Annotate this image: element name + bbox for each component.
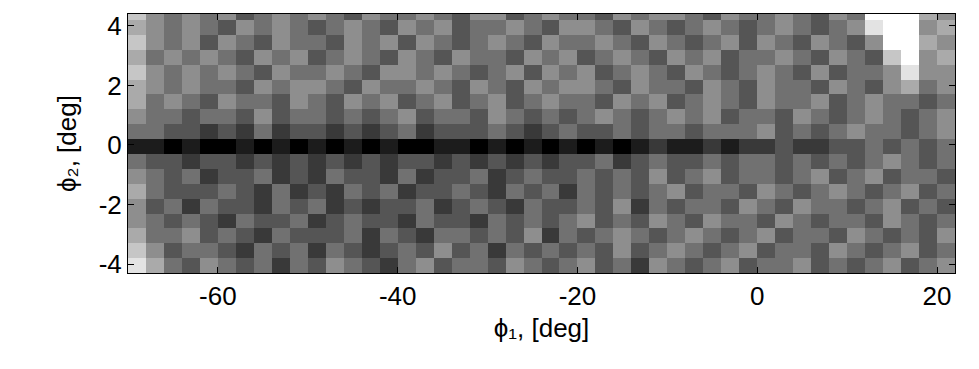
- svg-text:ϕ₂, [deg]: ϕ₂, [deg]: [52, 95, 82, 192]
- svg-text:2: 2: [107, 71, 121, 101]
- svg-text:-40: -40: [379, 281, 417, 311]
- svg-text:20: 20: [923, 281, 952, 311]
- svg-text:4: 4: [107, 11, 121, 41]
- svg-text:-60: -60: [199, 281, 237, 311]
- svg-text:0: 0: [107, 130, 121, 160]
- svg-text:0: 0: [750, 281, 764, 311]
- svg-text:-2: -2: [99, 190, 122, 220]
- svg-text:ϕ₁, [deg]: ϕ₁, [deg]: [494, 313, 590, 343]
- svg-text:-4: -4: [99, 249, 122, 279]
- svg-text:-20: -20: [559, 281, 597, 311]
